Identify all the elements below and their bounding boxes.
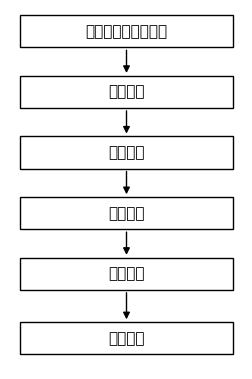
Text: 噪声对比: 噪声对比 [108, 145, 144, 160]
Bar [20, 136, 232, 169]
Text: 屏蔽响应: 屏蔽响应 [108, 266, 144, 281]
Bar [20, 76, 232, 108]
Text: 噪声预判: 噪声预判 [108, 85, 144, 99]
Text: 屏蔽发起: 屏蔽发起 [108, 206, 144, 221]
Bar [20, 258, 232, 290]
Bar [20, 197, 232, 229]
Bar [20, 322, 232, 354]
Text: 命令执行: 命令执行 [108, 331, 144, 346]
Text: 音频分析和噪声提取: 音频分析和噪声提取 [85, 24, 167, 39]
Bar [20, 15, 232, 47]
